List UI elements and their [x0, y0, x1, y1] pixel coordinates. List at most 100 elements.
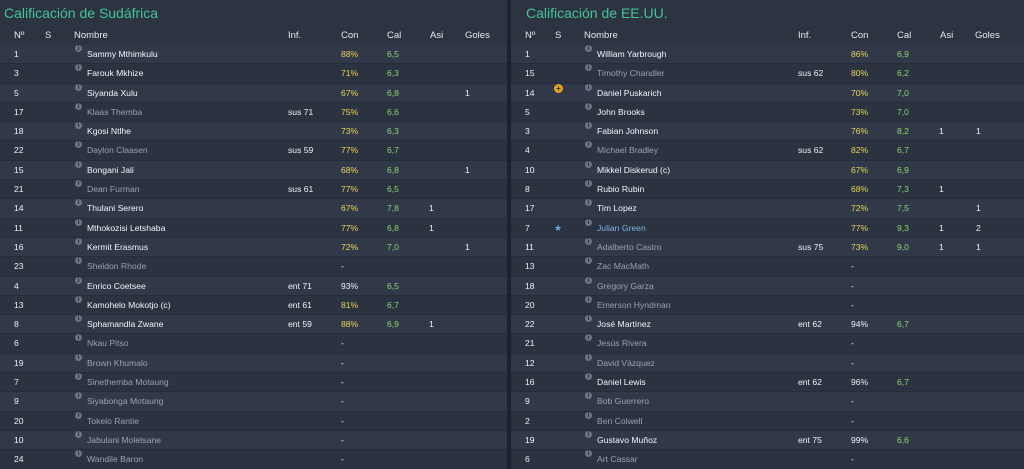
table-row[interactable]: 19 i Brown Khumalo - [0, 353, 507, 374]
player-name-link[interactable]: Bongani Jali [87, 164, 134, 175]
table-row[interactable]: 7 ★ i Julian Green 77% 9,3 1 2 [511, 218, 1024, 238]
player-name-link[interactable]: Kgosi Ntlhe [87, 126, 131, 137]
table-row[interactable]: 18 i Gregory Garza - [511, 276, 1024, 296]
player-name-link[interactable]: Bob Guerrero [597, 396, 650, 407]
table-row[interactable]: 20 i Tokelo Rantie - [0, 411, 507, 431]
player-name-link[interactable]: Siyabonga Motaung [87, 396, 164, 407]
player-name-link[interactable]: Gustavo Muñoz [597, 434, 658, 445]
table-row[interactable]: 23 i Sheldon Rhode - [0, 257, 507, 277]
table-row[interactable]: 5 i Siyanda Xulu 67% 6,8 1 [0, 83, 507, 103]
player-name-link[interactable]: Mthokozisi Letshaba [87, 222, 166, 233]
player-name-link[interactable]: Enrico Coetsee [87, 280, 146, 291]
table-row[interactable]: 8 i Sphamandla Zwane ent 59 88% 6,9 1 [0, 315, 507, 335]
header-status[interactable]: S [45, 30, 52, 41]
header-assists[interactable]: Asi [430, 30, 444, 41]
player-name-link[interactable]: Emerson Hyndman [597, 299, 671, 310]
table-row[interactable]: 1 i William Yarbrough 86% 6,9 [511, 45, 1024, 65]
player-name-link[interactable]: Mikkel Diskerud (c) [597, 164, 671, 175]
player-name-link[interactable]: Sammy Mthimkulu [87, 49, 158, 59]
player-name-link[interactable]: Sphamandla Zwane [87, 319, 164, 330]
table-row[interactable]: 9 i Bob Guerrero - [511, 392, 1024, 412]
player-name-link[interactable]: Gregory Garza [597, 280, 654, 291]
player-name-link[interactable]: Brown Khumalo [87, 357, 148, 368]
player-name-link[interactable]: Kamohelo Mokotjo (c) [87, 299, 171, 310]
header-number[interactable]: Nº [14, 30, 25, 41]
table-row[interactable]: 10 i Mikkel Diskerud (c) 67% 6,9 [511, 160, 1024, 181]
table-row[interactable]: 5 i John Brooks 73% 7,0 [511, 102, 1024, 123]
table-row[interactable]: 15 i Bongani Jali 68% 6,8 1 [0, 160, 507, 181]
player-name-link[interactable]: David Vázquez [597, 357, 655, 368]
header-info[interactable]: Inf. [798, 30, 812, 41]
table-row[interactable]: 17 i Tim Lopez 72% 7,5 1 [511, 199, 1024, 219]
table-row[interactable]: 16 i Kermit Erasmus 72% 7,0 1 [0, 237, 507, 258]
header-goals[interactable]: Goles [465, 30, 490, 41]
header-name[interactable]: Nombre [584, 30, 618, 41]
player-name-link[interactable]: Nkau Pitso [87, 338, 129, 349]
table-row[interactable]: 9 i Siyabonga Motaung - [0, 392, 507, 412]
table-row[interactable]: 11 i Mthokozisi Letshaba 77% 6,8 1 [0, 218, 507, 238]
player-name-link[interactable]: Michael Bradley [597, 145, 659, 156]
player-name-link[interactable]: Daniel Puskarich [597, 87, 662, 98]
player-name-link[interactable]: Thulani Serero [87, 203, 144, 214]
table-row[interactable]: 19 i Gustavo Muñoz ent 75 99% 6,6 [511, 430, 1024, 451]
table-row[interactable]: 13 i Zac MacMath - [511, 257, 1024, 277]
table-row[interactable]: 13 i Kamohelo Mokotjo (c) ent 61 81% 6,7 [0, 295, 507, 316]
table-row[interactable]: 3 i Farouk Mkhize 71% 6,3 [0, 64, 507, 84]
player-name-link[interactable]: Dean Furman [87, 184, 140, 195]
player-name-link[interactable]: Jesús Rivera [597, 338, 647, 349]
table-row[interactable]: 10 i Jabulani Moletsane - [0, 430, 507, 451]
table-row[interactable]: 7 i Sinethemba Motaung - [0, 373, 507, 393]
table-row[interactable]: 22 i Daylon Claasen sus 59 77% 6,7 [0, 141, 507, 161]
player-name-link[interactable]: Timothy Chandler [597, 68, 665, 79]
table-row[interactable]: 8 i Rubio Rubin 68% 7,3 1 [511, 180, 1024, 200]
player-name-link[interactable]: William Yarbrough [597, 49, 667, 59]
table-row[interactable]: 21 i Dean Furman sus 61 77% 6,5 [0, 180, 507, 200]
player-name-link[interactable]: José Martínez [597, 319, 651, 330]
table-row[interactable]: 15 i Timothy Chandler sus 62 80% 6,2 [511, 64, 1024, 84]
table-row[interactable]: 22 i José Martínez ent 62 94% 6,7 [511, 315, 1024, 335]
header-info[interactable]: Inf. [288, 30, 302, 41]
player-name-link[interactable]: Julian Green [597, 222, 646, 233]
player-name-link[interactable]: Siyanda Xulu [87, 87, 138, 98]
player-name-link[interactable]: Ben Colwell [597, 415, 643, 426]
table-row[interactable]: 4 i Enrico Coetsee ent 71 93% 6,5 [0, 276, 507, 296]
player-name-link[interactable]: Sheldon Rhode [87, 261, 147, 272]
player-name-link[interactable]: John Brooks [597, 106, 645, 117]
player-name-link[interactable]: Jabulani Moletsane [87, 434, 162, 445]
table-row[interactable]: 2 i Ben Colwell - [511, 411, 1024, 431]
header-number[interactable]: Nº [525, 30, 536, 41]
table-row[interactable]: 6 i Art Cassar - [511, 450, 1024, 469]
table-row[interactable]: 14 i Thulani Serero 67% 7,8 1 [0, 199, 507, 219]
header-status[interactable]: S [555, 30, 562, 41]
header-name[interactable]: Nombre [74, 30, 108, 41]
header-condition[interactable]: Con [341, 30, 359, 41]
player-name-link[interactable]: Farouk Mkhize [87, 68, 144, 79]
player-name-link[interactable]: Sinethemba Motaung [87, 377, 169, 388]
header-assists[interactable]: Asi [940, 30, 954, 41]
player-name-link[interactable]: Klaas Themba [87, 106, 143, 117]
header-goals[interactable]: Goles [975, 30, 1000, 41]
player-name-link[interactable]: Kermit Erasmus [87, 241, 149, 252]
table-row[interactable]: 1 i Sammy Mthimkulu 88% 6,5 [0, 45, 507, 65]
table-row[interactable]: 17 i Klaas Themba sus 71 75% 6,6 [0, 102, 507, 123]
header-rating[interactable]: Cal [387, 30, 402, 41]
player-name-link[interactable]: Adalberto Castro [597, 241, 662, 252]
table-row[interactable]: 3 i Fabian Johnson 76% 8,2 1 1 [511, 122, 1024, 142]
player-name-link[interactable]: Tim Lopez [597, 203, 637, 214]
player-name-link[interactable]: Fabian Johnson [597, 126, 659, 137]
player-name-link[interactable]: Daylon Claasen [87, 145, 148, 156]
player-name-link[interactable]: Tokelo Rantie [87, 415, 140, 426]
table-row[interactable]: 18 i Kgosi Ntlhe 73% 6,3 [0, 122, 507, 142]
player-name-link[interactable]: Daniel Lewis [597, 377, 646, 388]
header-rating[interactable]: Cal [897, 30, 912, 41]
table-row[interactable]: 14 + i Daniel Puskarich 70% 7,0 [511, 83, 1024, 103]
header-condition[interactable]: Con [851, 30, 869, 41]
table-row[interactable]: 16 i Daniel Lewis ent 62 96% 6,7 [511, 373, 1024, 393]
table-row[interactable]: 12 i David Vázquez - [511, 353, 1024, 374]
table-row[interactable]: 24 i Wandile Baron - [0, 450, 507, 469]
player-name-link[interactable]: Zac MacMath [597, 261, 650, 272]
table-row[interactable]: 20 i Emerson Hyndman - [511, 295, 1024, 316]
table-row[interactable]: 21 i Jesús Rivera - [511, 334, 1024, 354]
table-row[interactable]: 11 i Adalberto Castro sus 75 73% 9,0 1 1 [511, 237, 1024, 258]
player-name-link[interactable]: Wandile Baron [87, 454, 144, 465]
